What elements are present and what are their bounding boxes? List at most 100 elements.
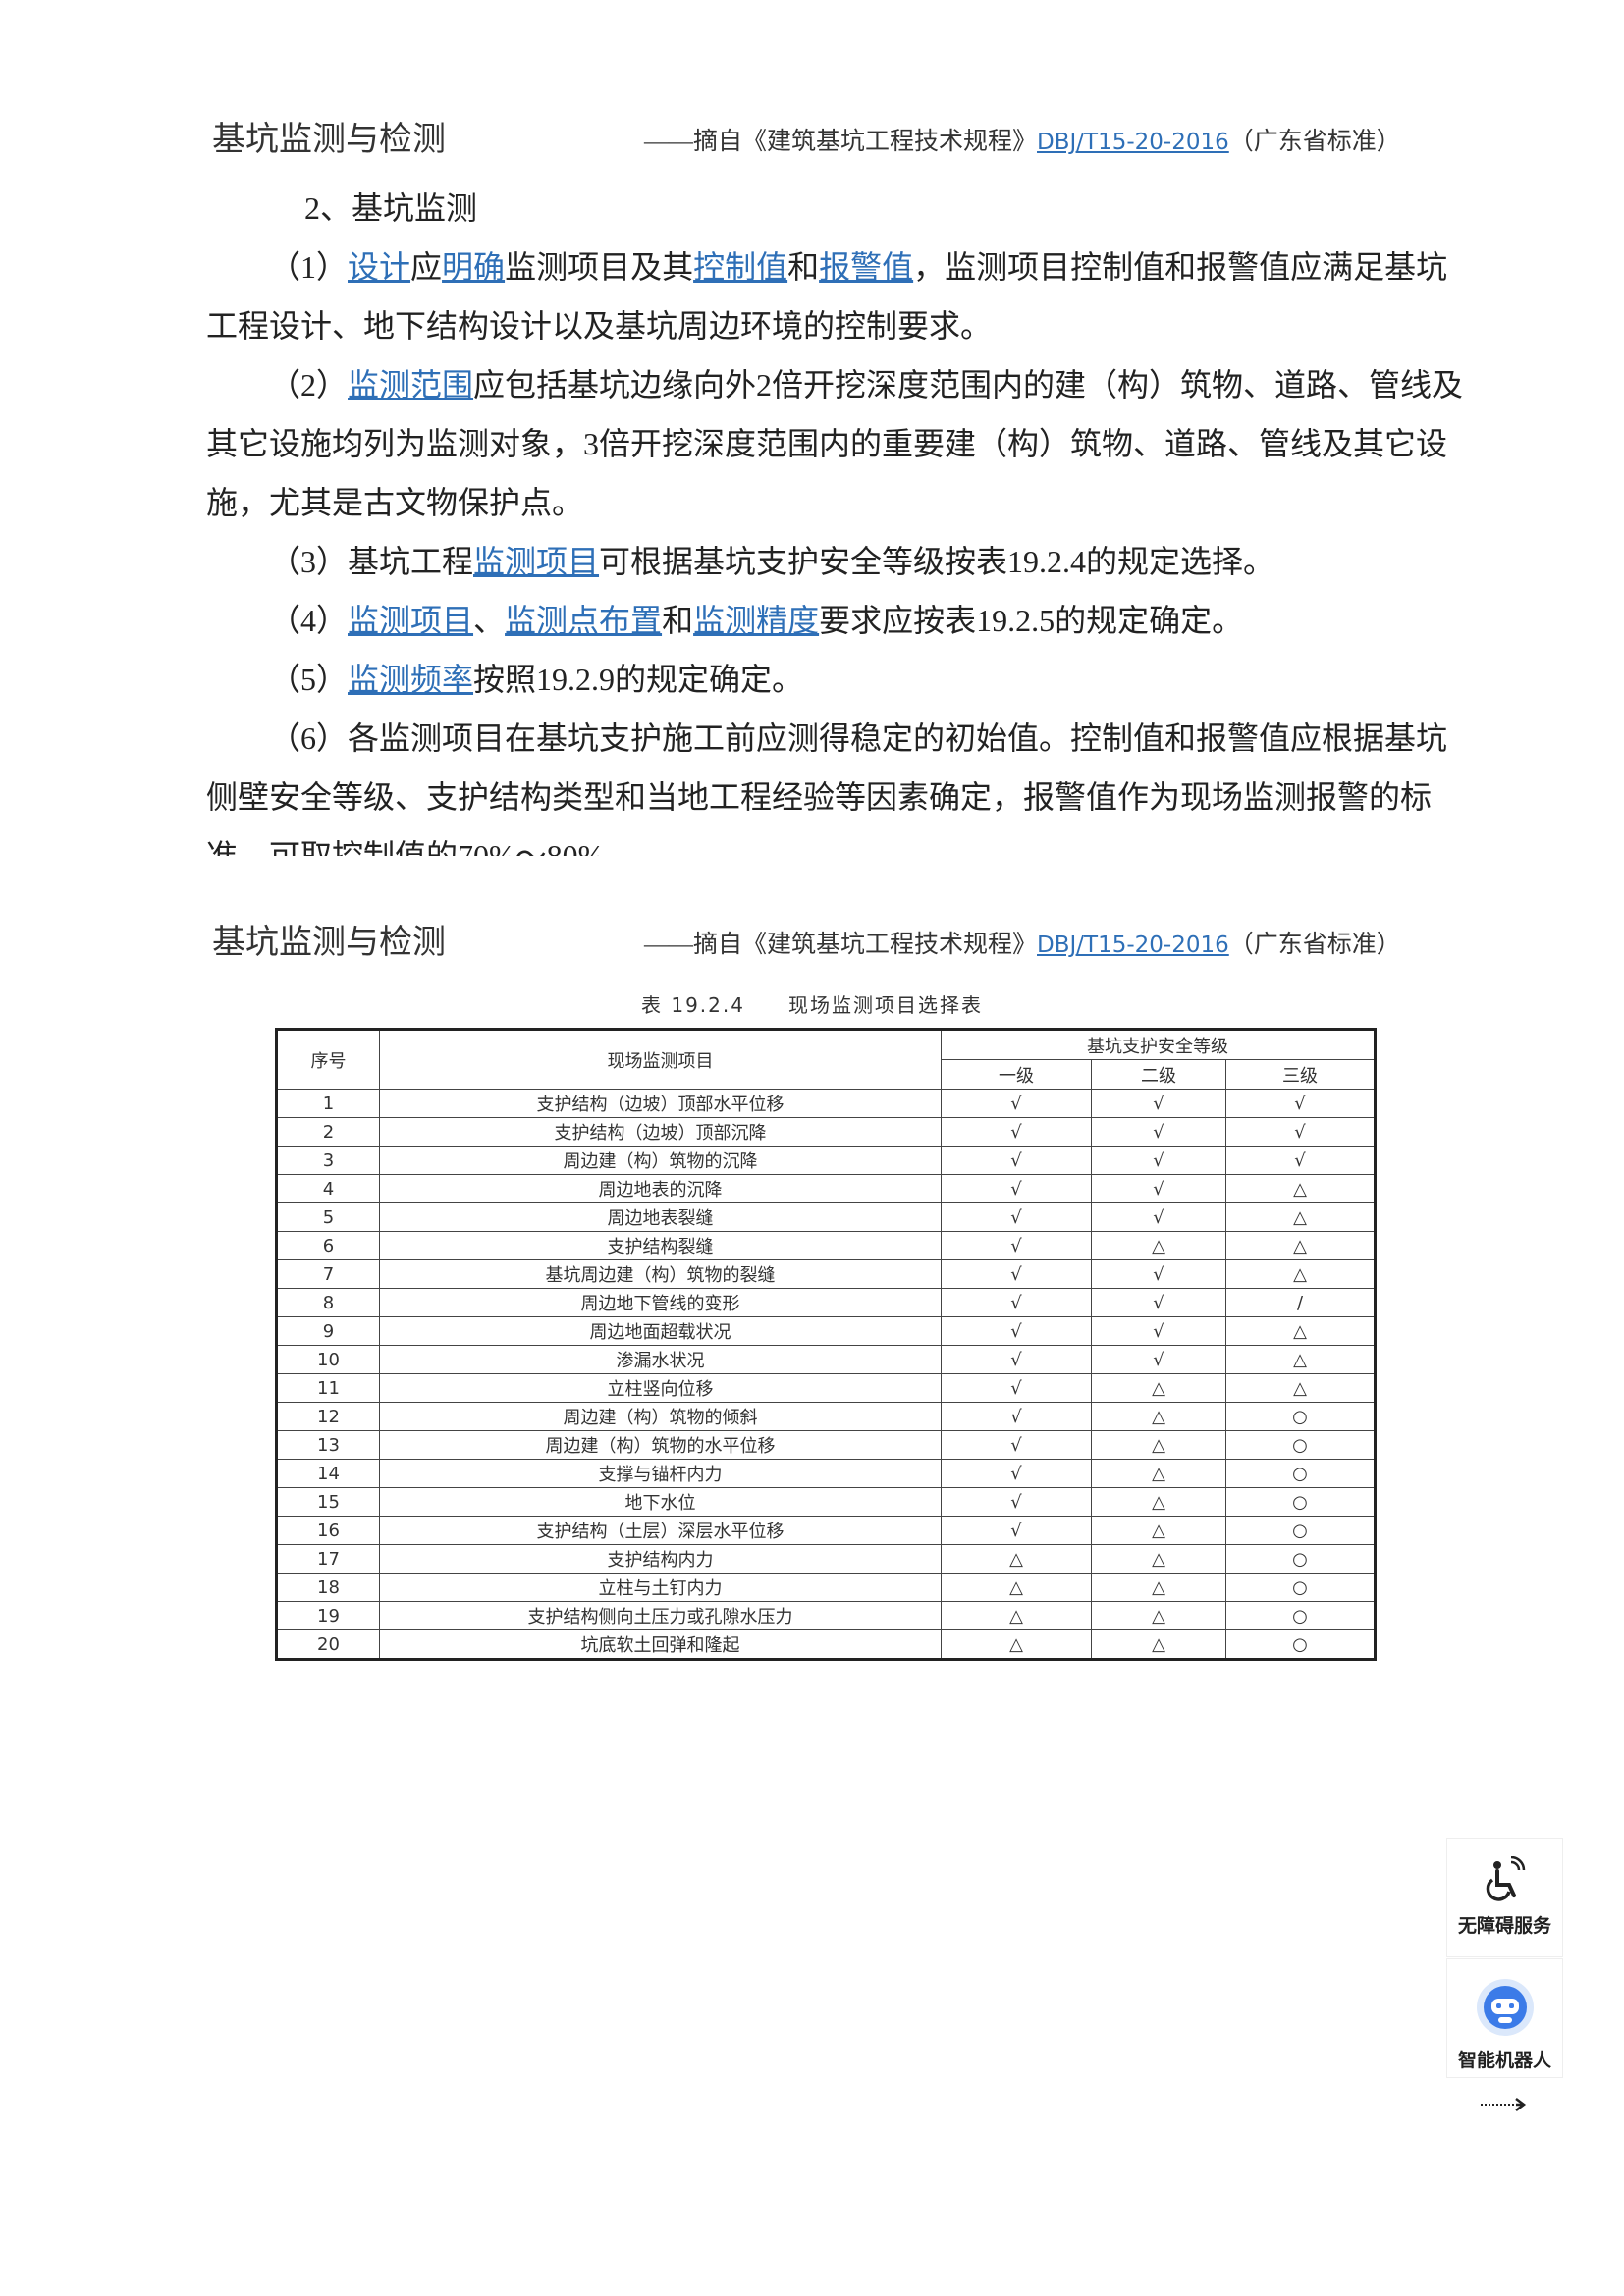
table-cell: √ xyxy=(941,1231,1092,1260)
source-suffix: （广东省标准） xyxy=(1228,932,1401,958)
standard-link[interactable]: DBJ/T15-20-2016 xyxy=(1037,933,1229,958)
table-row: 14 支撑与锚杆内力 √ △ ○ xyxy=(276,1459,1376,1488)
table-cell: √ xyxy=(1091,1202,1226,1232)
term-link[interactable]: 监测精度 xyxy=(693,603,820,638)
table-cell: 5 xyxy=(276,1202,380,1232)
term-link[interactable]: 明确 xyxy=(442,249,506,285)
table-cell: 地下水位 xyxy=(379,1487,942,1517)
table-cell: √ xyxy=(1091,1089,1226,1118)
table-row: 19 支护结构侧向土压力或孔隙水压力 △ △ ○ xyxy=(276,1601,1376,1630)
table-cell: √ xyxy=(1225,1117,1376,1147)
term-link[interactable]: 监测项目 xyxy=(348,603,474,638)
table-cell: 11 xyxy=(276,1373,380,1403)
table-cell: △ xyxy=(1091,1430,1226,1460)
text: 和 xyxy=(662,603,694,638)
source-line: ——摘自《建筑基坑工程技术规程》DBJ/T15-20-2016（广东省标准） xyxy=(644,925,1401,960)
paragraph: （1）设计应明确监测项目及其控制值和报警值，监测项目控制值和报警值应满足基坑工程… xyxy=(206,238,1473,355)
table-cell: √ xyxy=(1225,1146,1376,1175)
paragraph: （5）监测频率按照19.2.9的规定确定。 xyxy=(206,650,1473,709)
text: ，监测项目控制值和报警值应满足基坑工程设计、地下结构设计以及基坑周边环境的控制要… xyxy=(206,249,1448,344)
table-cell: 10 xyxy=(276,1345,380,1374)
term-link[interactable]: 监测点布置 xyxy=(505,603,663,638)
text: 应包括基坑边缘向外2倍开挖深度范围内的建（构）筑物、道路、管线及其它设施均列为监… xyxy=(206,367,1464,520)
table: 序号 现场监测项目 基坑支护安全等级 一级 二级 三级 1 支护结构（边坡）顶部水平位… xyxy=(275,1028,1377,1661)
table-cell: / xyxy=(1225,1288,1376,1317)
table-cell: 1 xyxy=(276,1089,380,1118)
table-row: 3 周边建（构）筑物的沉降 √ √ √ xyxy=(276,1146,1376,1175)
table-cell: △ xyxy=(1225,1259,1376,1289)
table-cell: 基坑周边建（构）筑物的裂缝 xyxy=(379,1259,942,1289)
header-cell: 三级 xyxy=(1225,1059,1376,1090)
table-cell: √ xyxy=(941,1259,1092,1289)
table-cell: 立柱与土钉内力 xyxy=(379,1573,942,1602)
table-cell: 14 xyxy=(276,1459,380,1488)
table-cell: 坑底软土回弹和隆起 xyxy=(379,1629,942,1660)
table-cell: 立柱竖向位移 xyxy=(379,1373,942,1403)
term-link[interactable]: 监测频率 xyxy=(348,662,474,697)
term-link[interactable]: 监测项目 xyxy=(473,544,600,579)
heading: 2、基坑监测 xyxy=(304,190,478,226)
table-cell: 支撑与锚杆内力 xyxy=(379,1459,942,1488)
table-cell: √ xyxy=(941,1516,1092,1545)
table-cell: √ xyxy=(1225,1089,1376,1118)
table-cell: √ xyxy=(941,1459,1092,1488)
table-caption: 表 19.2.4 现场监测项目选择表 xyxy=(641,993,983,1017)
table-cell: 20 xyxy=(276,1629,380,1660)
term-link[interactable]: 控制值 xyxy=(693,249,788,285)
table-row: 7 基坑周边建（构）筑物的裂缝 √ √ △ xyxy=(276,1259,1376,1289)
table-cell: 9 xyxy=(276,1316,380,1346)
table-cell: 支护结构（边坡）顶部沉降 xyxy=(379,1117,942,1147)
table-cell: 周边地表的沉降 xyxy=(379,1174,942,1203)
table-cell: 周边地面超载状况 xyxy=(379,1316,942,1346)
text: （4） xyxy=(269,603,349,638)
table-row: 12 周边建（构）筑物的倾斜 √ △ ○ xyxy=(276,1402,1376,1431)
term-link[interactable]: 设计 xyxy=(348,249,411,285)
table-cell: 周边建（构）筑物的沉降 xyxy=(379,1146,942,1175)
header-cell: 基坑支护安全等级 xyxy=(941,1029,1376,1060)
table-cell: 4 xyxy=(276,1174,380,1203)
term-link[interactable]: 报警值 xyxy=(819,249,914,285)
header-cell: 序号 xyxy=(276,1029,380,1090)
paragraph: （4）监测项目、监测点布置和监测精度要求应按表19.2.5的规定确定。 xyxy=(206,591,1473,650)
accessibility-icon xyxy=(1486,1856,1525,1901)
section-title: 基坑监测与检测 xyxy=(212,122,446,158)
expand-arrow[interactable] xyxy=(1479,2095,1528,2114)
paragraph: （3）基坑工程监测项目可根据基坑支护安全等级按表19.2.4的规定选择。 xyxy=(206,532,1473,591)
source-prefix: ——摘自《建筑基坑工程技术规程》 xyxy=(644,129,1038,155)
text: 应 xyxy=(410,249,443,285)
table-cell: △ xyxy=(1225,1345,1376,1374)
table-cell: 支护结构侧向土压力或孔隙水压力 xyxy=(379,1601,942,1630)
table-cell: ○ xyxy=(1225,1573,1376,1602)
table-cell: 周边地表裂缝 xyxy=(379,1202,942,1232)
table-cell: 15 xyxy=(276,1487,380,1517)
table-row: 5 周边地表裂缝 √ √ △ xyxy=(276,1202,1376,1232)
header-cell: 二级 xyxy=(1091,1059,1226,1090)
robot-button[interactable]: 智能机器人 xyxy=(1446,1958,1563,2078)
table-cell: △ xyxy=(1091,1459,1226,1488)
table-cell: √ xyxy=(941,1345,1092,1374)
accessibility-button[interactable]: 无障碍服务 xyxy=(1446,1838,1563,1957)
table-cell: ○ xyxy=(1225,1402,1376,1431)
table-cell: 17 xyxy=(276,1544,380,1574)
table-row: 8 周边地下管线的变形 √ √ / xyxy=(276,1288,1376,1317)
table-cell: 7 xyxy=(276,1259,380,1289)
table-cell: 18 xyxy=(276,1573,380,1602)
table-cell: √ xyxy=(941,1316,1092,1346)
section-title: 基坑监测与检测 xyxy=(212,925,446,961)
table-cell: √ xyxy=(1091,1259,1226,1289)
table-cell: √ xyxy=(1091,1288,1226,1317)
table-cell: 13 xyxy=(276,1430,380,1460)
text: （3）基坑工程 xyxy=(269,544,474,579)
table-cell: √ xyxy=(1091,1146,1226,1175)
table-cell: 8 xyxy=(276,1288,380,1317)
table-cell: √ xyxy=(941,1089,1092,1118)
table-cell: △ xyxy=(1091,1629,1226,1660)
standard-link[interactable]: DBJ/T15-20-2016 xyxy=(1037,130,1229,155)
table-row: 6 支护结构裂缝 √ △ △ xyxy=(276,1231,1376,1260)
table-row: 20 坑底软土回弹和隆起 △ △ ○ xyxy=(276,1629,1376,1660)
table-cell: △ xyxy=(1091,1516,1226,1545)
paragraph: （6）各监测项目在基坑支护施工前应测得稳定的初始值。控制值和报警值应根据基坑侧壁… xyxy=(206,709,1473,856)
term-link[interactable]: 监测范围 xyxy=(348,367,474,402)
table-cell: √ xyxy=(941,1288,1092,1317)
